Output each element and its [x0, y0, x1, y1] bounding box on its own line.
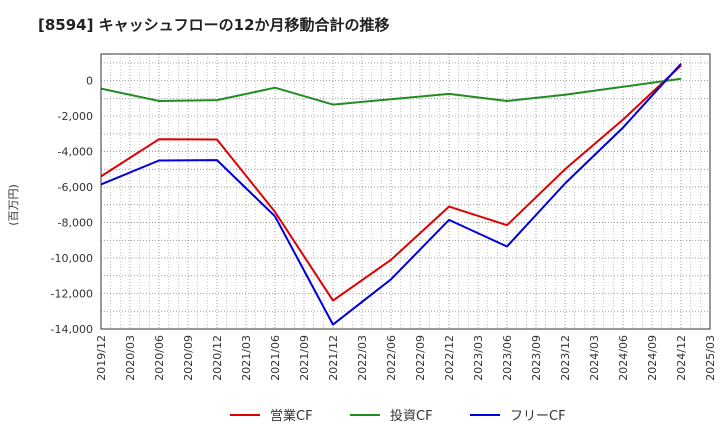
y-tick-label: -12,000	[51, 288, 93, 301]
legend-label: フリーCF	[510, 409, 566, 424]
grid-lines	[100, 54, 711, 330]
x-tick-label: 2020/09	[182, 335, 195, 381]
series-line	[100, 77, 682, 106]
plot-frame	[100, 53, 711, 330]
x-tick-label: 2019/12	[95, 335, 108, 381]
y-tick-labels: 0 -2,000 -4,000 -6,000 -8,000 -10,000 -12,000 -…	[51, 75, 93, 336]
x-tick-label: 2020/12	[211, 335, 224, 381]
legend-label: 営業CF	[270, 408, 313, 424]
x-tick-label: 2024/06	[617, 335, 630, 381]
x-tick-label: 2021/09	[298, 335, 311, 381]
series-line	[100, 63, 682, 326]
x-tick-label: 2024/12	[675, 335, 688, 381]
x-tick-label: 2023/12	[559, 335, 572, 381]
y-tick-label: -4,000	[58, 146, 93, 159]
chart-title: [8594] キャッシュフローの12か月移動合計の推移	[38, 16, 390, 34]
x-tick-label: 2021/06	[269, 335, 282, 381]
x-tick-label: 2022/03	[356, 335, 369, 381]
series-lines	[100, 63, 682, 326]
series-line	[100, 64, 682, 302]
legend: 営業CF 投資CF フリーCF	[230, 408, 566, 424]
x-tick-labels: 2019/12 2020/03 2020/06 2020/09 2020/12 2021/…	[95, 335, 717, 381]
y-tick-label: -2,000	[58, 110, 93, 123]
y-tick-label: 0	[86, 75, 93, 88]
x-tick-label: 2021/03	[240, 335, 253, 381]
x-tick-label: 2022/09	[414, 335, 427, 381]
x-tick-label: 2023/03	[472, 335, 485, 381]
x-tick-label: 2020/03	[124, 335, 137, 381]
y-axis-label: (百万円)	[7, 184, 20, 226]
x-tick-label: 2024/03	[588, 335, 601, 381]
x-tick-label: 2021/12	[327, 335, 340, 381]
x-tick-label: 2022/06	[385, 335, 398, 381]
y-tick-label: -14,000	[51, 323, 93, 336]
y-tick-label: -10,000	[51, 252, 93, 265]
x-tick-label: 2025/03	[704, 335, 717, 381]
x-tick-label: 2020/06	[153, 335, 166, 381]
x-tick-label: 2024/09	[646, 335, 659, 381]
legend-label: 投資CF	[390, 408, 433, 424]
x-tick-label: 2022/12	[443, 335, 456, 381]
y-tick-label: -6,000	[58, 181, 93, 194]
x-tick-label: 2023/09	[530, 335, 543, 381]
x-tick-label: 2023/06	[501, 335, 514, 381]
y-tick-label: -8,000	[58, 217, 93, 230]
